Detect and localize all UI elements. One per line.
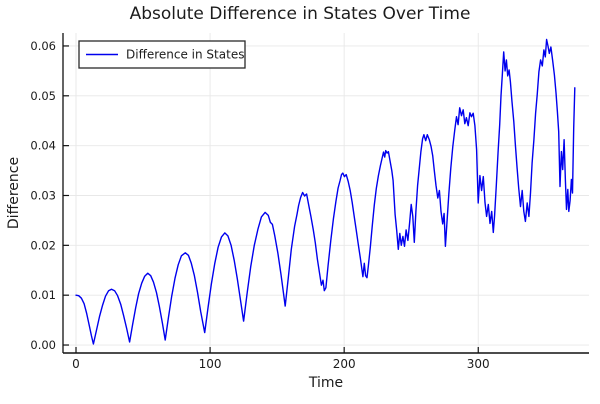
- y-tick-label: 0.06: [30, 39, 56, 53]
- y-axis-label: Difference: [6, 157, 22, 229]
- x-tick-label: 100: [199, 357, 222, 371]
- y-tick-label: 0.02: [30, 238, 56, 252]
- y-tick-label: 0.03: [30, 188, 56, 202]
- axes: [62, 33, 589, 354]
- y-tick-label: 0.04: [30, 139, 56, 153]
- chart-title: Absolute Difference in States Over Time: [130, 4, 471, 24]
- y-tick-label: 0.05: [30, 89, 56, 103]
- x-axis-label: Time: [308, 375, 343, 391]
- difference-series-line: [75, 38, 576, 345]
- legend: Difference in States: [78, 40, 246, 69]
- x-tick-label: 300: [467, 357, 490, 371]
- legend-label: Difference in States: [126, 48, 244, 62]
- y-tick-label: 0.01: [30, 288, 56, 302]
- tick-labels: 0 100 200 300 0.00 0.01 0.02 0.03 0.04 0.05 0.06: [30, 39, 489, 371]
- x-tick-label: 0: [72, 357, 80, 371]
- y-tick-label: 0.00: [30, 338, 56, 352]
- x-tick-label: 200: [333, 357, 356, 371]
